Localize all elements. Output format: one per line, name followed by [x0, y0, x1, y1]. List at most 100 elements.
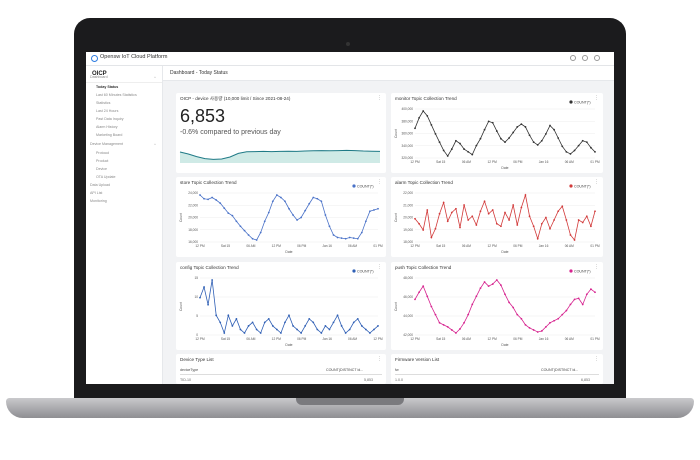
top-bar: Opensw IoT Cloud Platform: [86, 52, 614, 66]
column-header[interactable]: COUNT(DISTINCT id...: [326, 368, 364, 372]
data-point: [320, 200, 323, 203]
data-point: [199, 296, 201, 299]
data-point: [577, 144, 580, 147]
more-icon[interactable]: ⋮: [594, 264, 599, 270]
data-point: [594, 210, 596, 213]
data-point: [231, 214, 234, 217]
data-point: [235, 220, 238, 223]
sidebar-item[interactable]: Device: [96, 167, 107, 171]
data-point: [536, 144, 539, 146]
data-point: [512, 204, 515, 206]
data-point: [483, 200, 486, 203]
sidebar-item[interactable]: Marketing Board: [96, 133, 123, 137]
x-tick-label: 01 PM: [590, 337, 600, 341]
more-icon[interactable]: ⋮: [377, 179, 382, 185]
sidebar-item[interactable]: Today Status: [96, 85, 119, 89]
more-icon[interactable]: ⋮: [377, 356, 382, 362]
data-point: [422, 285, 425, 288]
data-point: [573, 149, 576, 152]
data-point: [316, 328, 319, 331]
data-point: [255, 328, 258, 331]
data-point: [545, 325, 547, 328]
sidebar-item[interactable]: OTA Update: [96, 175, 116, 179]
data-point: [300, 332, 303, 334]
data-point: [442, 201, 445, 204]
data-point: [577, 297, 580, 300]
table-cell: 5,853: [364, 378, 373, 382]
data-point: [479, 137, 482, 140]
sidebar-item[interactable]: Past Data Inquiry: [96, 117, 124, 121]
y-tick-label: 340,000: [401, 144, 413, 148]
sidebar-divider: [86, 82, 162, 83]
data-point: [520, 123, 523, 126]
x-tick-label: 06 AM: [565, 160, 574, 164]
data-point: [434, 313, 437, 316]
data-point: [340, 237, 343, 240]
data-point: [360, 325, 363, 327]
x-tick-label: Sat 15: [436, 337, 445, 341]
data-point: [239, 328, 242, 331]
data-point: [255, 239, 258, 241]
chart-plot: COUNT(*)22,00021,00020,00019,00018,00012…: [394, 184, 600, 254]
x-axis-label: Date: [285, 343, 292, 347]
data-point: [243, 332, 246, 334]
data-point: [450, 329, 453, 331]
settings-icon[interactable]: [582, 55, 588, 61]
y-axis-label: Count: [394, 213, 398, 222]
chart-plot: COUNT(*)24,00022,00020,00018,00016,00012…: [179, 184, 383, 254]
chevron-icon[interactable]: ^: [154, 75, 156, 80]
y-tick-label: 42,000: [403, 333, 413, 337]
chart-card: store Topic Collection Trend ⋮ COUNT(*) 24,…: [176, 177, 386, 257]
data-point: [211, 196, 214, 199]
legend-label: COUNT(*): [357, 269, 374, 273]
y-axis-label: Count: [179, 302, 183, 311]
sidebar-item[interactable]: Last 24 Hours: [96, 109, 119, 113]
more-icon[interactable]: ⋮: [594, 356, 599, 362]
x-tick-label: 06 AM: [246, 244, 255, 248]
y-tick-label: 22,000: [188, 203, 198, 207]
user-icon[interactable]: [594, 55, 600, 61]
sidebar-item[interactable]: Last 60 Minutes Statistics: [96, 93, 137, 97]
more-icon[interactable]: ⋮: [377, 264, 382, 270]
data-point: [223, 332, 226, 334]
sidebar-item[interactable]: Product: [96, 159, 109, 163]
data-point: [426, 114, 429, 117]
data-point: [487, 285, 490, 288]
y-tick-label: 15: [194, 276, 198, 280]
more-icon[interactable]: ⋮: [377, 95, 382, 101]
y-tick-label: 18,000: [188, 228, 198, 232]
sidebar-item[interactable]: Statistics: [96, 101, 111, 105]
data-point: [336, 236, 339, 239]
sidebar-item[interactable]: Monitoring: [90, 199, 107, 203]
camera-dot: [346, 42, 350, 46]
notification-icon[interactable]: [570, 55, 576, 61]
x-tick-label: Jan 16: [322, 244, 332, 248]
data-point: [577, 219, 580, 221]
more-icon[interactable]: ⋮: [594, 179, 599, 185]
x-tick-label: 06 AM: [565, 337, 574, 341]
chevron-icon[interactable]: ^: [154, 142, 156, 147]
data-point: [565, 219, 568, 221]
data-point: [251, 321, 254, 324]
data-point: [414, 127, 416, 130]
table-cell: 1.0.0: [395, 378, 403, 382]
sidebar-item[interactable]: Alarm History: [96, 125, 118, 129]
data-point: [377, 325, 379, 327]
column-header[interactable]: fw: [395, 368, 399, 372]
data-point: [247, 325, 250, 327]
sidebar-item[interactable]: Data Upload: [90, 183, 110, 187]
column-header[interactable]: deviceType: [180, 368, 199, 372]
sidebar-item[interactable]: Dashboard: [90, 75, 108, 79]
more-icon[interactable]: ⋮: [594, 95, 599, 101]
x-tick-label: 06 PM: [513, 160, 523, 164]
data-point: [434, 227, 437, 230]
sidebar-item[interactable]: Protocol: [96, 151, 110, 155]
sidebar-item[interactable]: Device Management: [90, 142, 123, 146]
data-point: [585, 215, 588, 218]
data-point: [344, 332, 347, 334]
column-header[interactable]: COUNT(DISTINCT id...: [541, 368, 579, 372]
data-point: [203, 197, 205, 200]
data-point: [459, 142, 461, 145]
sidebar-item[interactable]: API List: [90, 191, 103, 195]
